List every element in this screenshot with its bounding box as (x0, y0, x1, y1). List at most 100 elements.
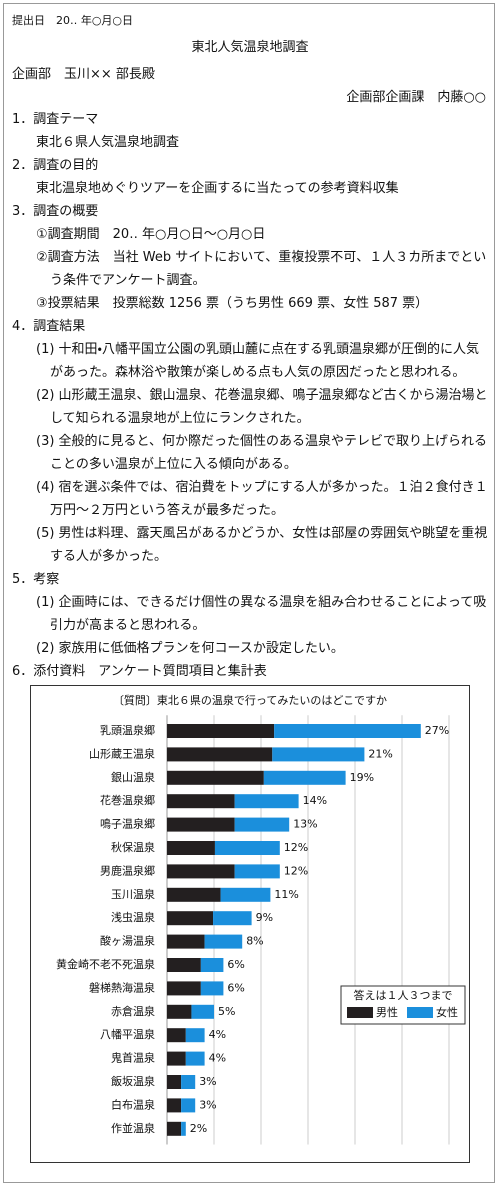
total-label: 9% (256, 911, 273, 924)
section-heading: 4．調査結果 (12, 319, 86, 334)
section-item: (2) 山形蔵王温泉、銀山温泉、花巻温泉郷、鳴子温泉郷など古くから湯治場として知… (36, 388, 488, 426)
total-label: 2% (190, 1122, 207, 1135)
bar-segment (167, 1098, 182, 1113)
total-label: 6% (227, 981, 244, 994)
category-label: 黄金崎不老不死温泉 (56, 957, 155, 971)
total-label: 12% (284, 864, 308, 877)
bar-segment (167, 817, 235, 832)
category-label: 花巻温泉郷 (100, 793, 155, 807)
legend-swatch (407, 1007, 433, 1018)
category-label: 鳴子温泉郷 (100, 817, 155, 831)
bar-segment (167, 911, 214, 926)
bar-segment (274, 724, 421, 738)
category-label: 飯坂温泉 (111, 1074, 155, 1088)
total-label: 21% (368, 747, 392, 760)
section-item: ③投票結果 投票総数 1256 票（うち男性 669 票、女性 587 票） (36, 296, 429, 311)
section-item: 東北温泉地めぐりツアーを企画するに当たっての参考資料収集 (36, 181, 399, 196)
total-label: 12% (284, 841, 308, 854)
bar-segment (167, 934, 205, 949)
section-heading: 3．調査の概要 (12, 204, 99, 219)
category-label: 男鹿温泉郷 (100, 863, 155, 877)
bar-segment (167, 724, 275, 738)
bar-segment (234, 794, 299, 809)
bar-segment (220, 887, 271, 902)
category-label: 山形蔵王温泉 (89, 746, 155, 760)
bar-segment (167, 887, 221, 902)
bar-segment (167, 1004, 192, 1019)
section-item: (3) 全般的に見ると、何か際だった個性のある温泉やテレビで取り上げられることの… (36, 434, 488, 472)
section-item: (1) 十和田・八幡平国立公園の乳頭山麓に点在する乳頭温泉郷が圧倒的に人気があっ… (36, 342, 479, 380)
section-heading: 6．添付資料 アンケート質問項目と集計表 (12, 664, 267, 679)
category-label: 酸ヶ湯温泉 (100, 934, 155, 948)
bar-segment (185, 1028, 205, 1043)
category-label: 乳頭温泉郷 (100, 723, 155, 737)
section-item: (1) 企画時には、できるだけ個性の異なる温泉を組み合わせることによって吸引力が… (36, 595, 487, 633)
bar-segment (167, 1121, 182, 1136)
section-heading: 1．調査テーマ (12, 112, 99, 127)
category-label: 磐梯熱海温泉 (89, 980, 155, 994)
legend-label: 女性 (436, 1005, 458, 1019)
recipient: 企画部 玉川×× 部長殿 (12, 67, 155, 82)
total-label: 27% (425, 724, 449, 737)
section-item: (4) 宿を選ぶ条件では、宿泊費をトップにする人が多かった。１泊２食付き１万円〜… (36, 480, 488, 518)
category-label: 鬼首温泉 (111, 1051, 155, 1065)
bar-segment (213, 911, 252, 926)
chart-title: 〔質問〕東北６県の温泉で行ってみたいのはどこですか (113, 693, 387, 707)
section-item: (5) 男性は料理、露天風呂があるかどうか、女性は部屋の雰囲気や眺望を重視する人… (36, 526, 488, 564)
total-label: 4% (209, 1028, 226, 1041)
section-item: (2) 家族用に低価格プランを何コースか設定したい。 (36, 641, 344, 656)
bar-segment (167, 864, 235, 879)
bar-segment (214, 841, 280, 855)
bar-segment (204, 934, 243, 949)
category-label: 秋保温泉 (111, 840, 155, 854)
total-label: 5% (218, 1005, 235, 1018)
category-label: 赤倉温泉 (111, 1004, 155, 1018)
bar-segment (167, 1028, 186, 1043)
legend-label: 男性 (376, 1005, 398, 1019)
bar-segment (167, 747, 273, 762)
date: 提出日 20‥ 年○月○日 (12, 14, 134, 27)
bar-segment (167, 1051, 186, 1066)
legend-swatch (347, 1007, 373, 1018)
bar-segment (200, 981, 224, 996)
bar-segment (234, 864, 280, 879)
category-label: 八幡平温泉 (100, 1027, 155, 1041)
sender: 企画部企画課 内藤○○ (346, 90, 486, 105)
bar-segment (191, 1004, 214, 1019)
bar-segment (181, 1121, 186, 1136)
category-label: 白布温泉 (111, 1097, 155, 1111)
total-label: 3% (199, 1075, 216, 1088)
section-item: 東北６県人気温泉地調査 (36, 135, 180, 150)
bar-segment (167, 841, 215, 855)
bar-segment (272, 747, 365, 762)
section-heading: 2．調査の目的 (12, 158, 99, 173)
total-label: 19% (350, 771, 374, 784)
bar-segment (263, 770, 346, 785)
bar-segment (185, 1051, 205, 1066)
total-label: 3% (199, 1098, 216, 1111)
bar-segment (167, 981, 201, 996)
bar-segment (167, 958, 201, 972)
bar-segment (181, 1098, 196, 1113)
category-label: 作並温泉 (111, 1121, 155, 1135)
category-label: 浅虫温泉 (111, 910, 155, 924)
bar-segment (167, 770, 264, 785)
total-label: 6% (227, 958, 244, 971)
category-label: 銀山温泉 (111, 770, 155, 784)
bar-segment (181, 1075, 196, 1089)
bar-segment (167, 1075, 182, 1089)
bar-segment (234, 817, 290, 832)
total-label: 13% (293, 818, 317, 831)
section-heading: 5．考察 (12, 572, 60, 587)
total-label: 4% (209, 1052, 226, 1065)
chart-frame: 〔質問〕東北６県の温泉で行ってみたいのはどこですか 乳頭温泉郷 27% 山形蔵王温泉… (30, 685, 470, 1163)
bar-segment (200, 958, 224, 972)
chart: 〔質問〕東北６県の温泉で行ってみたいのはどこですか 乳頭温泉郷 27% 山形蔵王温泉… (56, 693, 466, 1145)
total-label: 8% (246, 935, 263, 948)
section-item: ①調査期間 20‥ 年○月○日〜○月○日 (36, 227, 266, 242)
document-title: 東北人気温泉地調査 (191, 40, 309, 55)
page-border (3, 3, 495, 1183)
category-label: 玉川温泉 (111, 887, 155, 901)
section-item: ②調査方法 当社 Web サイトにおいて、重複投票不可、１人３カ所までという条件… (36, 250, 487, 288)
